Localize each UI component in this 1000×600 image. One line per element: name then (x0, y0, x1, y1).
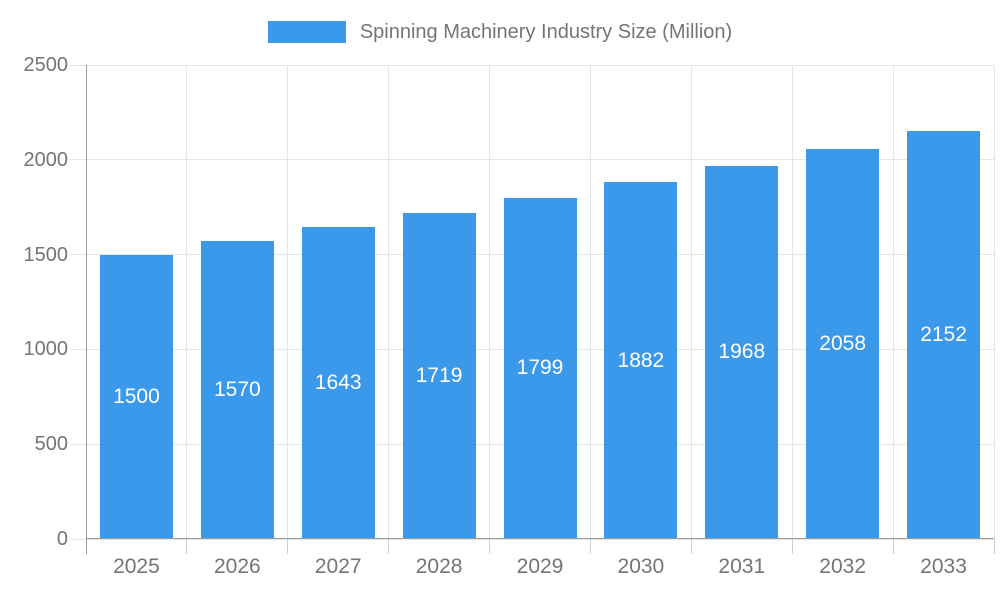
x-tick-label: 2031 (718, 555, 766, 578)
bar-value-label: 2152 (920, 322, 967, 346)
bar-value-label: 1882 (617, 348, 665, 372)
x-gridline (589, 65, 591, 539)
x-tick-label: 2028 (415, 555, 463, 578)
x-tick-label: 2032 (819, 555, 867, 578)
bar-value-label: 1570 (213, 378, 261, 402)
x-axis-tick (791, 539, 793, 554)
x-gridline (690, 65, 692, 539)
x-tick-label: 2027 (314, 555, 362, 578)
x-tick-label: 2030 (617, 555, 665, 578)
bar (402, 213, 476, 539)
x-gridline (489, 65, 491, 539)
legend-label[interactable]: Spinning Machinery Industry Size (Millio… (359, 20, 733, 43)
x-axis-line (86, 538, 994, 539)
y-gridline (70, 64, 994, 66)
x-axis-tick (690, 539, 692, 554)
plot-area: 0 500 1000 1500 2000 2500 1500 2025 1570 2026 1643… (24, 55, 995, 578)
y-tick-label: 0 (56, 528, 68, 550)
x-axis-tick (388, 539, 390, 554)
y-tick-label: 2000 (23, 148, 69, 171)
x-tick-label: 2026 (213, 555, 261, 578)
x-tick-label: 2025 (113, 555, 160, 578)
x-gridline (287, 65, 289, 539)
bar (301, 227, 375, 539)
x-axis-tick (892, 539, 894, 554)
x-axis-tick (186, 539, 188, 554)
bar (503, 197, 577, 539)
y-tick-label: 1500 (23, 243, 69, 266)
y-gridline (70, 538, 994, 540)
y-tick-label: 2500 (23, 54, 69, 76)
bar-value-label: 1643 (314, 371, 362, 395)
chart-legend[interactable]: Spinning Machinery Industry Size (Millio… (0, 14, 1000, 50)
bar-value-label: 1500 (113, 384, 160, 408)
bar (705, 165, 779, 539)
bar (200, 241, 274, 539)
x-gridline (892, 65, 894, 539)
x-gridline (388, 65, 390, 539)
y-axis-line (86, 65, 87, 554)
bar (907, 130, 981, 539)
bar (806, 148, 880, 539)
bar-value-label: 1719 (415, 364, 463, 388)
x-gridline (993, 65, 995, 539)
bar (99, 254, 173, 539)
bar-value-label: 2058 (819, 331, 867, 355)
x-axis-tick (287, 539, 289, 554)
x-axis-tick (489, 539, 491, 554)
y-tick-label: 1000 (23, 338, 69, 361)
x-gridline (186, 65, 188, 539)
bar-value-label: 1968 (718, 340, 766, 364)
y-gridline (70, 159, 994, 161)
legend-swatch[interactable] (267, 21, 346, 43)
bar (604, 182, 678, 539)
x-gridline (791, 65, 793, 539)
x-tick-label: 2033 (920, 555, 967, 578)
y-tick-label: 500 (34, 433, 68, 456)
x-axis-tick (993, 539, 995, 554)
bar-value-label: 1799 (516, 356, 564, 380)
x-tick-label: 2029 (516, 555, 564, 578)
x-axis-tick (589, 539, 591, 554)
